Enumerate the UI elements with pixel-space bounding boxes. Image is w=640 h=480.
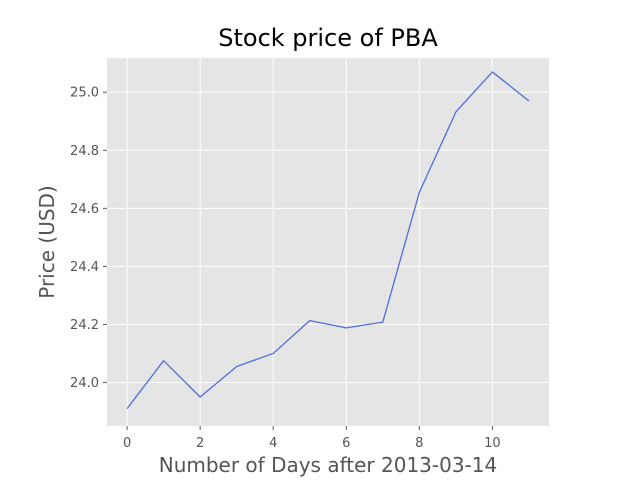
chart-title: Stock price of PBA <box>218 24 438 52</box>
y-tick-label: 25.0 <box>70 86 99 101</box>
y-tick-label: 24.6 <box>70 202 99 217</box>
y-tick-label: 24.2 <box>70 318 99 333</box>
series-line <box>126 71 530 409</box>
plot-area <box>107 58 549 426</box>
y-tick-label: 24.8 <box>70 144 99 159</box>
x-tick-label: 2 <box>196 436 204 451</box>
x-tick-label: 6 <box>342 436 350 451</box>
series-layer <box>126 71 530 409</box>
tick-marks <box>103 91 493 430</box>
x-tick-label: 8 <box>415 436 423 451</box>
x-axis-label: Number of Days after 2013-03-14 <box>159 453 498 477</box>
y-axis-label: Price (USD) <box>35 185 59 299</box>
x-tick-label: 10 <box>484 436 501 451</box>
x-tick-label: 4 <box>269 436 277 451</box>
grid-lines <box>107 58 549 426</box>
y-tick-label: 24.0 <box>70 376 99 391</box>
x-tick-label: 0 <box>123 436 131 451</box>
y-tick-label: 24.4 <box>70 260 99 275</box>
